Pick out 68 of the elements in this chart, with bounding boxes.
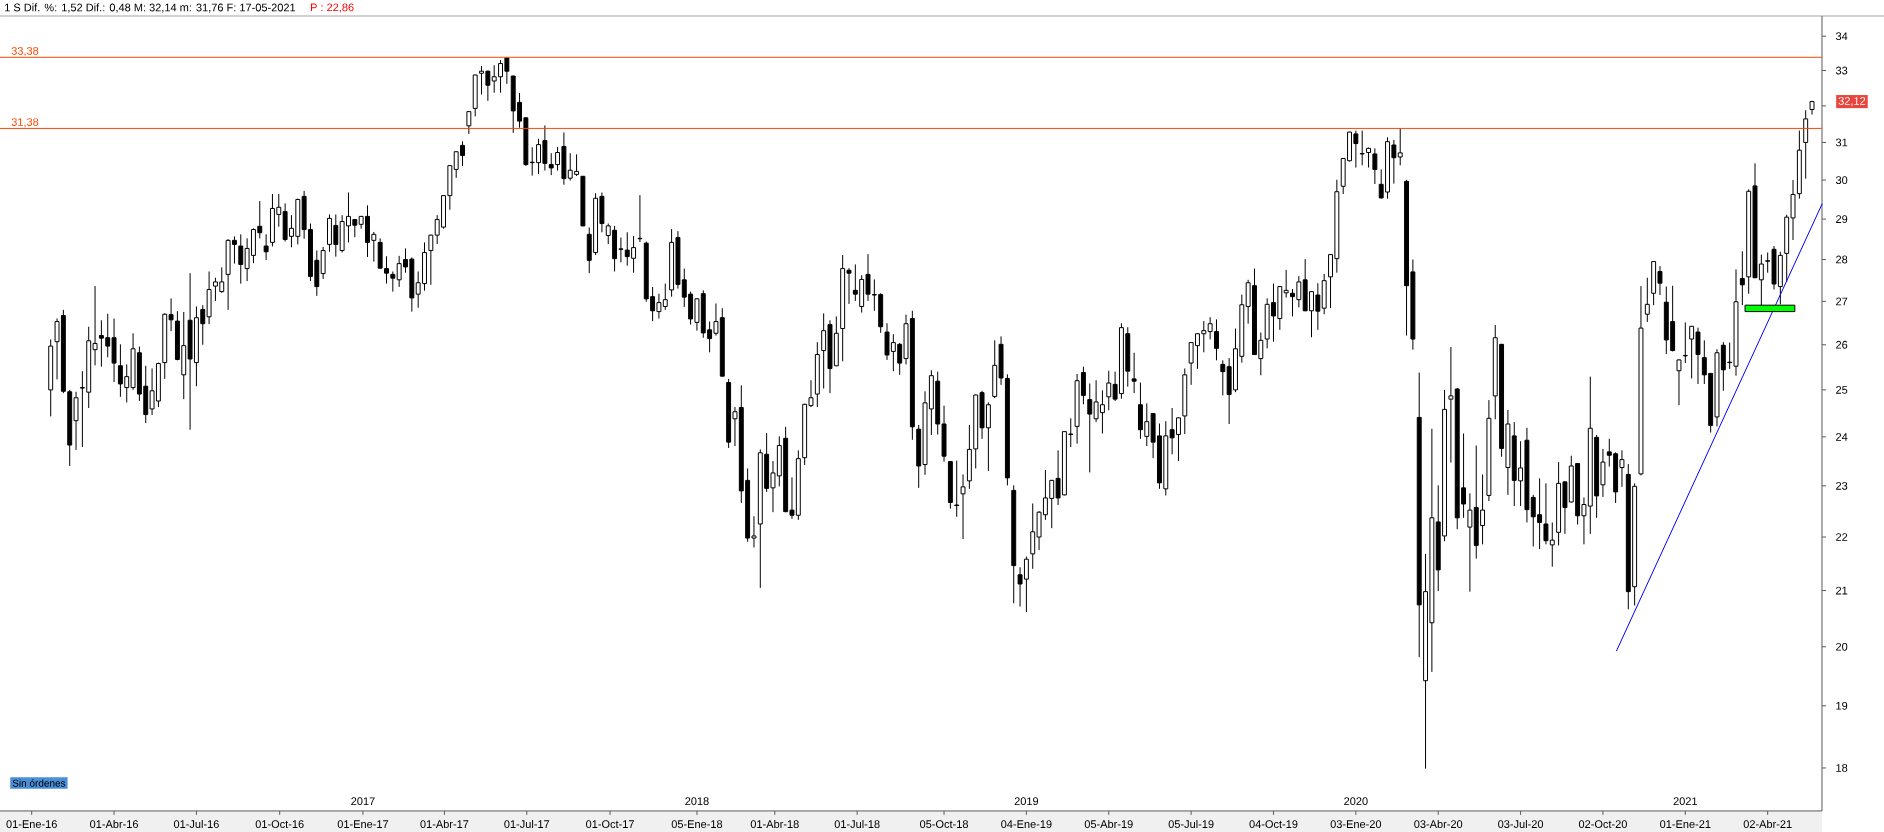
candlestick [1220,359,1226,396]
x2-tick-label: 2021 [1673,797,1698,806]
y-tick-label: 30 [1835,176,1848,184]
x-tick-label: 02-Oct-20 [1578,820,1627,828]
y-tick-label: 27 [1836,297,1848,306]
candlestick [390,271,396,293]
candlestick [1359,130,1365,166]
candlestick [637,194,643,243]
candlestick [1739,250,1745,306]
y-tick-label: 19 [1836,701,1848,710]
annotation: 32,12 [1838,97,1866,107]
x-tick-label: 01-Oct-17 [586,820,634,828]
ref-line-label: 33,38 [11,47,39,57]
annotation: Sin órdenes [12,779,66,787]
y-tick-label: 24 [1836,433,1848,441]
x2-tick-label: 2018 [685,797,709,806]
candlestick [320,246,326,280]
x-tick-label: 03-Ene-20 [1330,820,1382,828]
y-tick-label: 25 [1836,386,1848,394]
candlestick [1131,352,1137,394]
x-tick-label: 01-Abr-16 [90,819,139,828]
y-tick-label: 21 [1836,586,1848,595]
x-tick-label: 01-Ene-16 [6,820,57,828]
y-tick-label: 20 [1836,642,1848,651]
x-tick-label: 03-Jul-20 [1498,819,1544,828]
x-tick-label: 04-Ene-19 [1001,820,1052,828]
x-tick-label: 02-Abr-21 [1743,819,1792,828]
x-tick-label: 05-Jul-19 [1168,819,1214,828]
chart-subtitle: P : 22,86 [310,3,354,13]
x-tick-label: 01-Jul-16 [173,819,219,828]
x-tick-label: 04-Oct-19 [1249,820,1298,828]
x2-tick-label: 2017 [351,797,375,806]
x-tick-label: 01-Jul-17 [504,819,550,828]
candlestick [263,233,269,261]
candlestick [1283,269,1289,299]
candlestick [1644,277,1650,323]
candlestick [1372,147,1378,185]
x-tick-label: 05-Ene-18 [671,820,723,828]
x2-tick-label: 2019 [1014,797,1039,806]
candlestick [954,460,960,518]
y-tick-label: 28 [1836,255,1848,264]
candlestick [466,110,472,135]
x-tick-label: 01-Oct-16 [255,820,304,828]
ref-line-label: 31,38 [11,118,39,128]
candlestick [1803,109,1809,180]
y-tick-label: 26 [1836,340,1848,349]
y-tick-label: 23 [1836,481,1848,490]
candlestick [428,234,434,286]
y-tick-label: 18 [1836,764,1848,772]
x-tick-label: 01-Abr-17 [420,819,469,828]
x-tick-label: 01-Abr-18 [750,819,799,828]
candlestick [1676,358,1682,406]
x-tick-label: 03-Abr-20 [1414,819,1463,828]
x-tick-label: 05-Oct-18 [920,820,968,828]
y-tick-label: 29 [1836,215,1848,223]
chart-title: 1 S Dif. %: 1,52 Dif.: 0,48 M: 32,14 m: 31,76 F: 17-05-2021 [5,3,296,13]
candlestick [1682,321,1688,364]
x-tick-label: 01-Ene-21 [1660,820,1711,828]
candlestick [1397,127,1403,166]
y-tick-label: 33 [1835,66,1848,75]
y-tick-label: 22 [1836,533,1848,541]
x2-tick-label: 2020 [1344,797,1368,806]
x-tick-label: 01-Jul-18 [834,819,880,828]
y-tick-label: 31 [1835,138,1848,147]
candlestick [960,473,966,540]
x-tick-label: 05-Abr-19 [1084,819,1133,828]
y-tick-label: 34 [1835,32,1848,41]
x-tick-label: 01-Ene-17 [337,820,389,828]
